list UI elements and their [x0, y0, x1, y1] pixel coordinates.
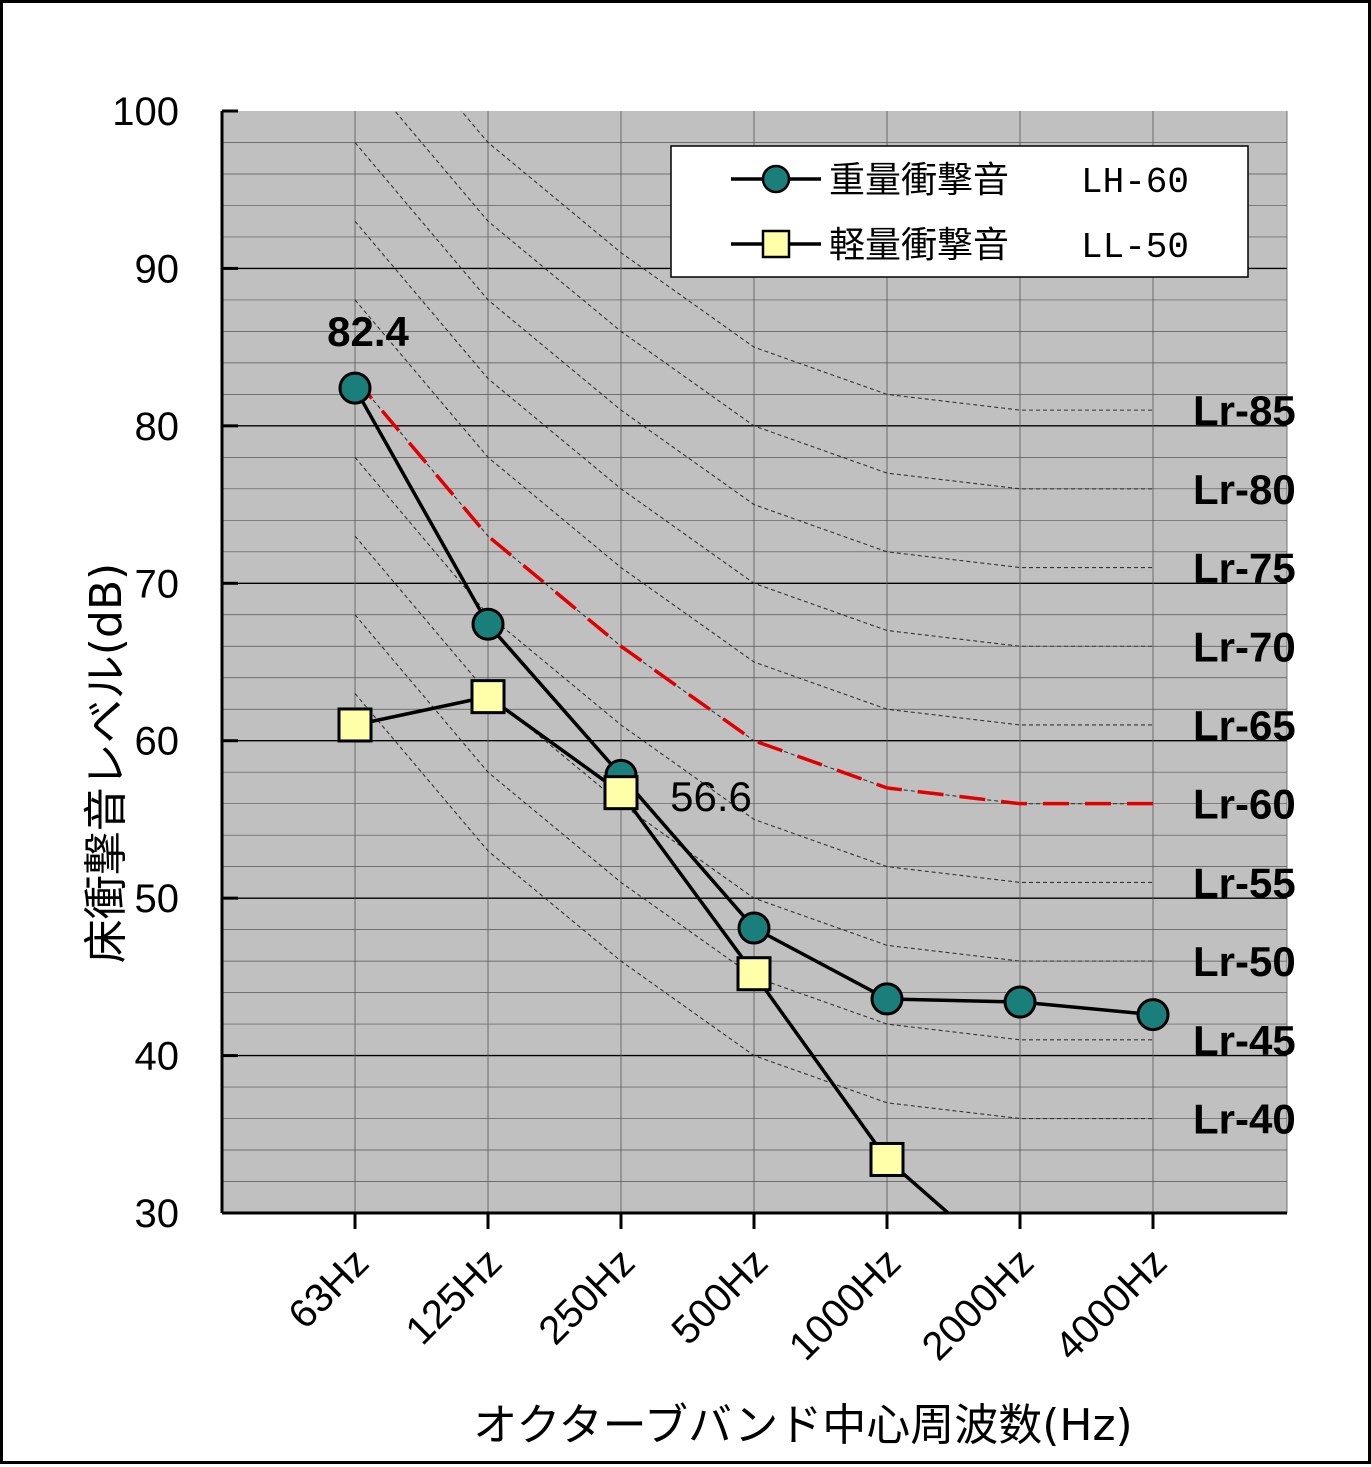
y-tick-label: 60: [135, 720, 180, 764]
x-tick-label: 63Hz: [280, 1240, 377, 1337]
y-tick-label: 80: [135, 405, 180, 449]
lr-label: Lr-60: [1193, 781, 1296, 828]
lr-curve: [354, 220, 1153, 647]
x-tick-label: 250Hz: [530, 1240, 643, 1353]
lr-label: Lr-45: [1193, 1017, 1296, 1064]
axes: [220, 109, 1287, 1229]
lr-label: Lr-55: [1193, 859, 1296, 906]
lr-label: Lr-75: [1193, 545, 1296, 592]
legend-series-code: LL-50: [1081, 227, 1189, 268]
y-tick-label: 70: [135, 562, 180, 606]
lr-curve: [354, 142, 1153, 569]
legend-marker-square: [761, 229, 791, 259]
y-tick-label: 90: [135, 247, 180, 291]
chart: Lr-85 Lr-80 Lr-75 Lr-70 Lr-65 Lr-60 Lr-55 Lr-50…: [81, 90, 1296, 1451]
x-tick-label: 125Hz: [397, 1240, 510, 1353]
data-point-square: [470, 679, 506, 715]
legend-series-name: 重量衝撃音: [829, 160, 1009, 201]
legend: 重量衝撃音 LH-60 軽量衝撃音 LL-50: [670, 145, 1249, 278]
lr-label: Lr-40: [1193, 1096, 1296, 1143]
lr-curve: [354, 299, 1153, 726]
data-point-square: [736, 956, 772, 992]
x-tick-label: 2000Hz: [914, 1240, 1043, 1369]
y-tick-label: 100: [112, 90, 179, 134]
data-point-circle: [338, 371, 372, 405]
y-axis-label: 床衝撃音レベル(dB): [81, 563, 132, 963]
data-point-square: [869, 1141, 905, 1177]
lr-curve: [354, 378, 1153, 805]
lr-curves: [354, 111, 1153, 1120]
reference-line-path: [353, 377, 1153, 806]
legend-marker-circle: [761, 164, 791, 194]
series-markers: [337, 371, 1170, 1177]
lr-curve: [394, 111, 1153, 490]
x-tick-label: 4000Hz: [1047, 1240, 1176, 1369]
lr-label: Lr-85: [1193, 387, 1296, 434]
data-point-circle: [737, 911, 771, 945]
lr-curve: [354, 693, 1153, 1120]
y-tick-label: 50: [135, 877, 180, 921]
data-annotation: 56.6: [670, 773, 752, 820]
data-annotation: 82.4: [327, 308, 409, 355]
legend-series-name: 軽量衝撃音: [829, 225, 1009, 266]
lr-label: Lr-80: [1193, 466, 1296, 513]
lr-label: Lr-70: [1193, 623, 1296, 670]
lr-curve: [460, 111, 1153, 411]
data-point-circle: [1003, 985, 1037, 1019]
lr-label: Lr-50: [1193, 938, 1296, 985]
x-axis-label: オクターブバンド中心周波数(Hz): [473, 1400, 1132, 1451]
legend-series-code: LH-60: [1081, 162, 1189, 203]
y-tick-label: 40: [135, 1035, 180, 1079]
x-tick-label: 1000Hz: [781, 1240, 910, 1369]
series-line: [354, 694, 951, 1213]
data-point-circle: [870, 982, 904, 1016]
x-tick-label: 500Hz: [663, 1240, 776, 1353]
data-point-square: [337, 707, 373, 743]
reference-line: [353, 377, 1153, 806]
lr-label: Lr-65: [1193, 702, 1296, 749]
y-tick-label: 30: [135, 1192, 180, 1236]
data-point-square: [603, 775, 639, 811]
data-point-circle: [1136, 998, 1170, 1032]
data-point-circle: [471, 607, 505, 641]
